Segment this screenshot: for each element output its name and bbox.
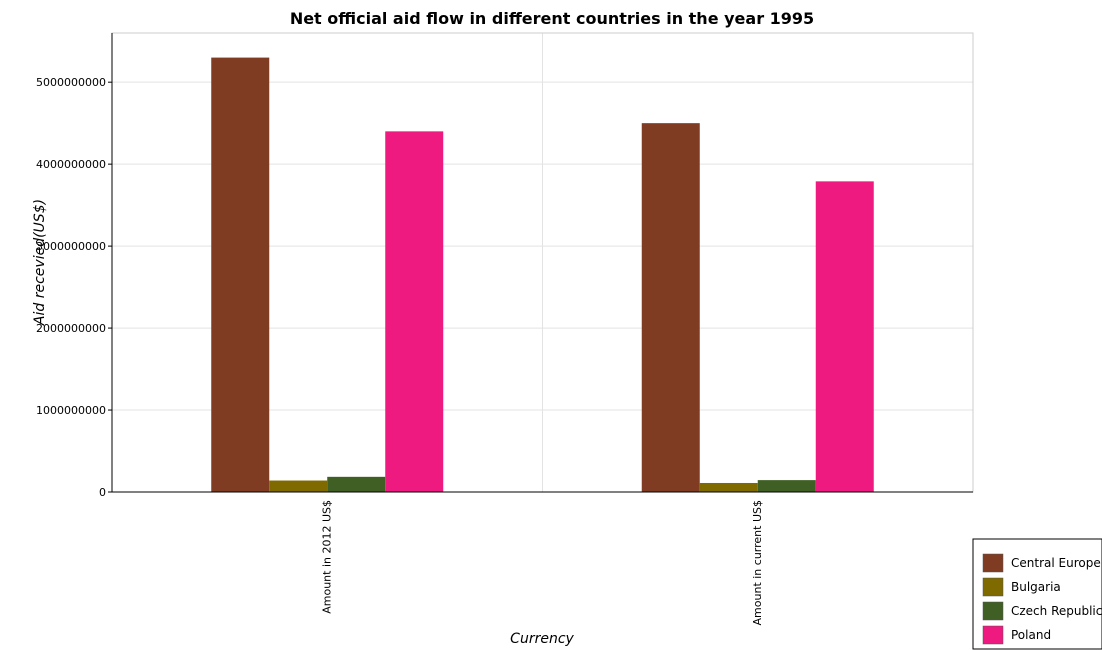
chart-title: Net official aid flow in different count…: [290, 9, 814, 28]
legend-swatch: [982, 577, 1004, 597]
legend-label: Bulgaria: [1011, 580, 1061, 594]
y-tick-label: 2000000000: [36, 322, 106, 335]
bars: [211, 57, 874, 493]
y-tick-label: 1000000000: [36, 404, 106, 417]
legend-label: Poland: [1011, 628, 1051, 642]
legend-label: Central Europe: [1011, 556, 1101, 570]
legend: Central Europe Bulgaria Czech Republic Pola…: [972, 538, 1102, 650]
y-axis-title: Aid recevied(US$): [32, 199, 48, 326]
x-tick-label: Amount in current US$: [751, 500, 764, 625]
bar-central-europe: [641, 123, 700, 493]
bar-czech-republic: [327, 476, 386, 492]
bar-central-europe: [211, 57, 270, 492]
legend-swatch: [982, 553, 1004, 573]
y-tick-label: 5000000000: [36, 76, 106, 89]
bar-bulgaria: [269, 480, 328, 492]
bar-bulgaria: [699, 482, 758, 492]
legend-label: Czech Republic: [1011, 604, 1102, 618]
x-axis-title: Currency: [510, 631, 574, 647]
legend-swatch: [982, 625, 1004, 645]
y-tick-label: 4000000000: [36, 158, 106, 171]
y-tick-label: 0: [99, 486, 106, 499]
ticks: 0 1000000000 2000000000 3000000000 400000000…: [36, 33, 973, 625]
bar-czech-republic: [757, 480, 816, 492]
bar-poland: [815, 181, 874, 493]
y-tick-label: 3000000000: [36, 240, 106, 253]
bar-poland: [385, 131, 444, 492]
legend-swatch: [982, 601, 1004, 621]
x-tick-label: Amount in 2012 US$: [320, 500, 333, 614]
